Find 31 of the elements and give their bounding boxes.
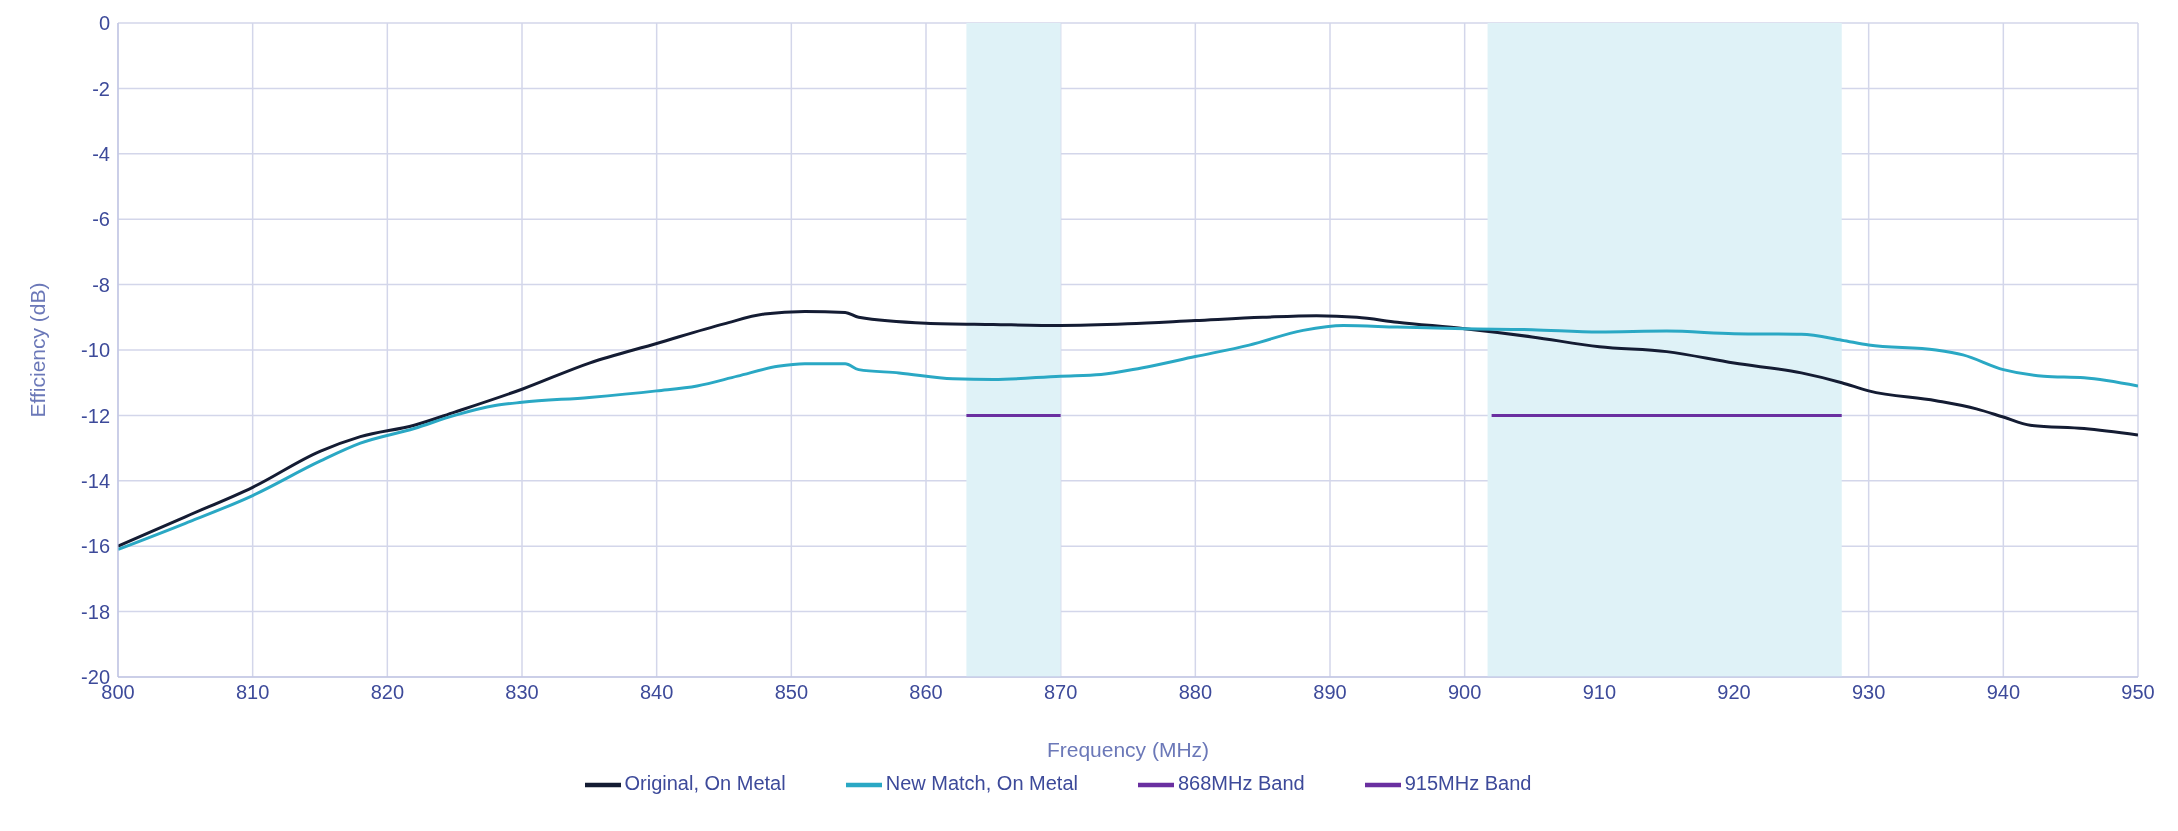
legend-label: 915MHz Band [1404, 772, 1532, 795]
y-axis-title: Efficiency (dB) [26, 282, 50, 418]
x-tick-label: 840 [639, 681, 674, 704]
legend-label: New Match, On Metal [885, 772, 1078, 795]
x-tick-label: 810 [235, 681, 270, 704]
y-tick-label: -8 [92, 273, 110, 296]
x-tick-label: 860 [909, 681, 943, 704]
y-tick-label: 0 [98, 12, 110, 35]
x-tick-label: 880 [1178, 681, 1213, 704]
y-tick-label: -12 [81, 404, 110, 427]
y-tick-label: -4 [92, 142, 110, 165]
x-tick-label: 920 [1717, 681, 1751, 704]
y-tick-label: -14 [81, 469, 110, 492]
x-tick-label: 900 [1447, 681, 1482, 704]
y-tick-label: -6 [92, 208, 110, 231]
x-tick-label: 850 [774, 681, 809, 704]
x-tick-label: 930 [1851, 681, 1886, 704]
y-tick-label: -16 [81, 535, 110, 558]
x-axis-title: Frequency (MHz) [1046, 738, 1210, 761]
x-tick-label: 910 [1582, 681, 1617, 704]
x-tick-label: 890 [1313, 681, 1347, 704]
legend-label: 868MHz Band [1177, 772, 1305, 795]
y-tick-label: -10 [81, 339, 110, 362]
x-tick-label: 870 [1043, 681, 1078, 704]
x-tick-label: 830 [505, 681, 539, 704]
x-tick-label: 940 [1986, 681, 2021, 704]
y-tick-label: -18 [81, 600, 110, 623]
y-tick-label: -2 [92, 77, 110, 100]
x-tick-label: 950 [2121, 681, 2155, 704]
x-tick-label: 820 [370, 681, 405, 704]
legend-label: Original, On Metal [624, 772, 786, 795]
